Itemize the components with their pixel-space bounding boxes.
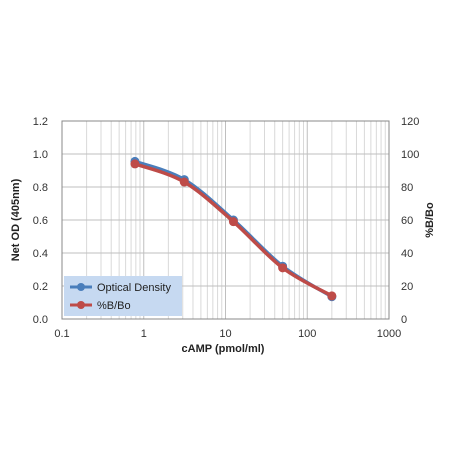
y2-tick-label: 60: [401, 215, 413, 227]
legend-dot-optical-density: [77, 283, 85, 291]
y2-tick-label: 20: [401, 281, 413, 293]
x-tick-label: 100: [298, 328, 316, 340]
legend-label-b-bo: %B/Bo: [97, 300, 131, 312]
y2-axis-ticks: 0 20 40 60 80 100 120: [401, 116, 419, 326]
legend: Optical Density %B/Bo: [64, 276, 182, 316]
y2-axis-title: %B/Bo: [424, 202, 436, 238]
data-point-b-bo: [278, 263, 288, 273]
y2-tick-label: 80: [401, 182, 413, 194]
legend-label-optical-density: Optical Density: [97, 282, 171, 294]
y2-tick-label: 120: [401, 116, 419, 128]
y-axis-ticks: 0.0 0.2 0.4 0.6 0.8 1.0 1.2: [33, 116, 48, 326]
data-point-b-bo: [179, 177, 189, 187]
y-tick-label: 0.4: [33, 248, 48, 260]
y-tick-label: 0.8: [33, 182, 48, 194]
x-tick-label: 1000: [377, 328, 401, 340]
data-point-b-bo: [327, 291, 337, 301]
legend-background: [64, 276, 182, 316]
x-axis-title: cAMP (pmol/ml): [182, 343, 265, 355]
series-group: [130, 156, 337, 302]
legend-dot-b-bo: [77, 301, 85, 309]
grid: [62, 121, 389, 319]
y2-tick-label: 100: [401, 149, 419, 161]
y-tick-label: 0.2: [33, 281, 48, 293]
plot-frame: [61, 120, 390, 320]
y2-tick-label: 40: [401, 248, 413, 260]
data-point-b-bo: [228, 217, 238, 227]
y-tick-label: 0.6: [33, 215, 48, 227]
x-tick-label: 1: [141, 328, 147, 340]
data-point-b-bo: [130, 159, 140, 169]
x-tick-label: 10: [219, 328, 231, 340]
y-axis-title: Net OD (405nm): [10, 178, 22, 261]
y-tick-label: 0.0: [33, 314, 48, 326]
y2-tick-label: 0: [401, 314, 407, 326]
y-tick-label: 1.2: [33, 116, 48, 128]
x-axis-ticks: 0.1 1 10 100 1000: [54, 328, 401, 340]
y-tick-label: 1.0: [33, 149, 48, 161]
x-tick-label: 0.1: [54, 328, 69, 340]
